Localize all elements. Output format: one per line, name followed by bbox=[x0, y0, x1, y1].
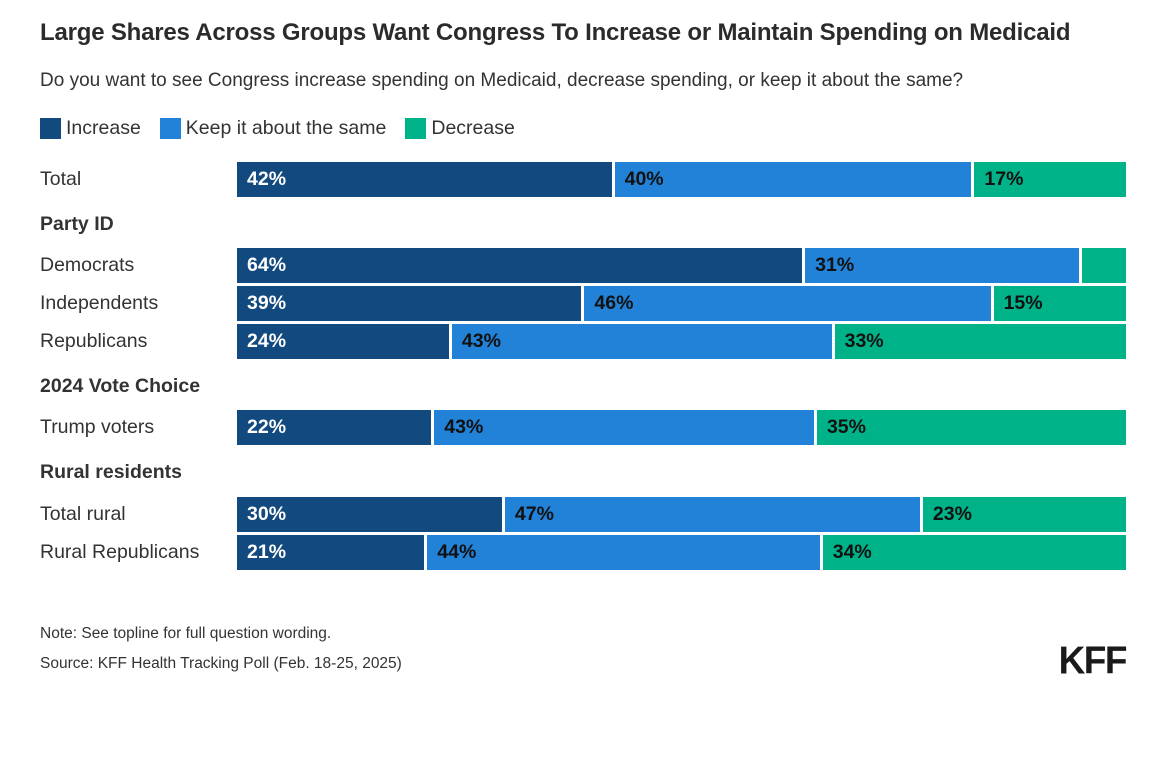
stacked-bar-chart: Total 42% 40% 17% Party ID Democrats 64% 31% Ind… bbox=[40, 161, 1127, 570]
bar-value-label: 15% bbox=[1003, 291, 1043, 314]
bar-value-label: 44% bbox=[437, 540, 477, 563]
bar-value-label: 21% bbox=[247, 540, 287, 563]
legend-swatch-decrease-icon bbox=[405, 117, 427, 139]
bar-row: Trump voters 22% 43% 35% bbox=[40, 410, 1126, 446]
bar-value-label: 40% bbox=[624, 167, 664, 190]
bar-track: 42% 40% 17% bbox=[237, 161, 1126, 197]
row-label: Independents bbox=[40, 291, 159, 314]
bar-segment-increase: 64% bbox=[237, 247, 803, 283]
bar-value-label: 39% bbox=[247, 291, 287, 314]
legend-item-decrease: Decrease bbox=[405, 116, 515, 140]
bar-row: Total 42% 40% 17% bbox=[40, 161, 1126, 197]
bar-segment-keep: 43% bbox=[434, 410, 814, 446]
bar-segment-keep: 47% bbox=[504, 496, 920, 532]
bar-row: Rural Republicans 21% 44% 34% bbox=[40, 534, 1126, 570]
bar-segment-increase: 39% bbox=[237, 285, 582, 321]
source-text: Source: KFF Health Tracking Poll (Feb. 1… bbox=[40, 654, 402, 672]
bar-value-label: 43% bbox=[461, 329, 501, 352]
legend-label-increase: Increase bbox=[66, 116, 141, 139]
bar-segment-decrease: 33% bbox=[834, 323, 1126, 359]
row-label: Total rural bbox=[40, 502, 126, 525]
bar-value-label: 22% bbox=[247, 416, 287, 439]
bar-value-label: 30% bbox=[247, 502, 287, 525]
row-label: Rural Republicans bbox=[40, 540, 200, 563]
bar-value-label: 46% bbox=[594, 291, 634, 314]
bar-value-label: 34% bbox=[832, 540, 872, 563]
bar-value-label: 23% bbox=[932, 502, 972, 525]
bar-value-label: 43% bbox=[444, 416, 484, 439]
bar-track: 22% 43% 35% bbox=[237, 410, 1126, 446]
bar-value-label: 31% bbox=[815, 253, 855, 276]
row-label: Trump voters bbox=[40, 416, 155, 439]
bar-segment-increase: 30% bbox=[237, 496, 502, 532]
bar-segment-decrease: 23% bbox=[922, 496, 1127, 532]
footer-notes: Note: See topline for full question word… bbox=[40, 619, 402, 679]
bar-row: Total rural 30% 47% 23% bbox=[40, 496, 1127, 532]
bar-segment-increase: 21% bbox=[237, 534, 425, 570]
chart-title: Large Shares Across Groups Want Congress… bbox=[40, 19, 1071, 46]
bar-segment-increase: 22% bbox=[237, 410, 432, 446]
bar-row: Republicans 24% 43% 33% bbox=[40, 323, 1126, 359]
row-label: Republicans bbox=[40, 329, 148, 352]
bar-segment-decrease: 17% bbox=[974, 161, 1126, 197]
bar-segment-decrease: 34% bbox=[822, 534, 1126, 570]
bar-segment-keep: 43% bbox=[451, 323, 832, 359]
bar-value-label: 17% bbox=[984, 167, 1024, 190]
legend-swatch-increase-icon bbox=[40, 117, 61, 139]
bar-value-label: 42% bbox=[247, 167, 287, 190]
bar-segment-keep: 40% bbox=[614, 161, 972, 197]
footer: Note: See topline for full question word… bbox=[40, 619, 1128, 683]
bar-segment-decrease: 15% bbox=[993, 285, 1127, 321]
chart-subtitle: Do you want to see Congress increase spe… bbox=[40, 70, 964, 92]
legend-item-keep: Keep it about the same bbox=[159, 116, 387, 140]
legend-item-increase: Increase bbox=[40, 117, 141, 140]
row-label: Democrats bbox=[40, 253, 135, 276]
bar-row: Democrats 64% 31% bbox=[40, 247, 1127, 283]
bar-value-label: 64% bbox=[247, 253, 287, 276]
bar-segment-increase: 24% bbox=[237, 323, 449, 359]
bar-track: 64% 31% bbox=[237, 247, 1127, 283]
bar-segment-keep: 31% bbox=[805, 247, 1079, 283]
bar-segment-keep: 46% bbox=[584, 285, 991, 321]
legend-swatch-keep-icon bbox=[159, 117, 181, 139]
legend: Increase Keep it about the same Decrease bbox=[40, 117, 1126, 140]
section-header: Rural residents bbox=[40, 461, 182, 484]
bar-value-label: 35% bbox=[826, 416, 866, 439]
legend-label-decrease: Decrease bbox=[431, 116, 515, 139]
legend-label-keep: Keep it about the same bbox=[185, 116, 387, 139]
bar-segment-keep: 44% bbox=[427, 534, 820, 570]
chart-page: Large Shares Across Groups Want Congress… bbox=[40, 19, 1128, 683]
kff-logo: KFF bbox=[1058, 639, 1128, 683]
bar-segment-decrease: 35% bbox=[816, 410, 1126, 446]
bar-segment-decrease bbox=[1081, 247, 1127, 283]
bar-segment-increase: 42% bbox=[237, 161, 612, 197]
row-label: Total bbox=[40, 167, 82, 190]
bar-value-label: 33% bbox=[844, 329, 884, 352]
note-text: Note: See topline for full question word… bbox=[40, 624, 332, 642]
bar-track: 21% 44% 34% bbox=[237, 534, 1126, 570]
bar-track: 24% 43% 33% bbox=[237, 323, 1126, 359]
bar-value-label: 24% bbox=[247, 329, 287, 352]
bar-row: Independents 39% 46% 15% bbox=[40, 285, 1127, 321]
section-header: Party ID bbox=[40, 212, 114, 235]
bar-value-label: 47% bbox=[514, 502, 554, 525]
bar-track: 30% 47% 23% bbox=[237, 496, 1127, 532]
bar-track: 39% 46% 15% bbox=[237, 285, 1127, 321]
section-header: 2024 Vote Choice bbox=[40, 374, 201, 397]
